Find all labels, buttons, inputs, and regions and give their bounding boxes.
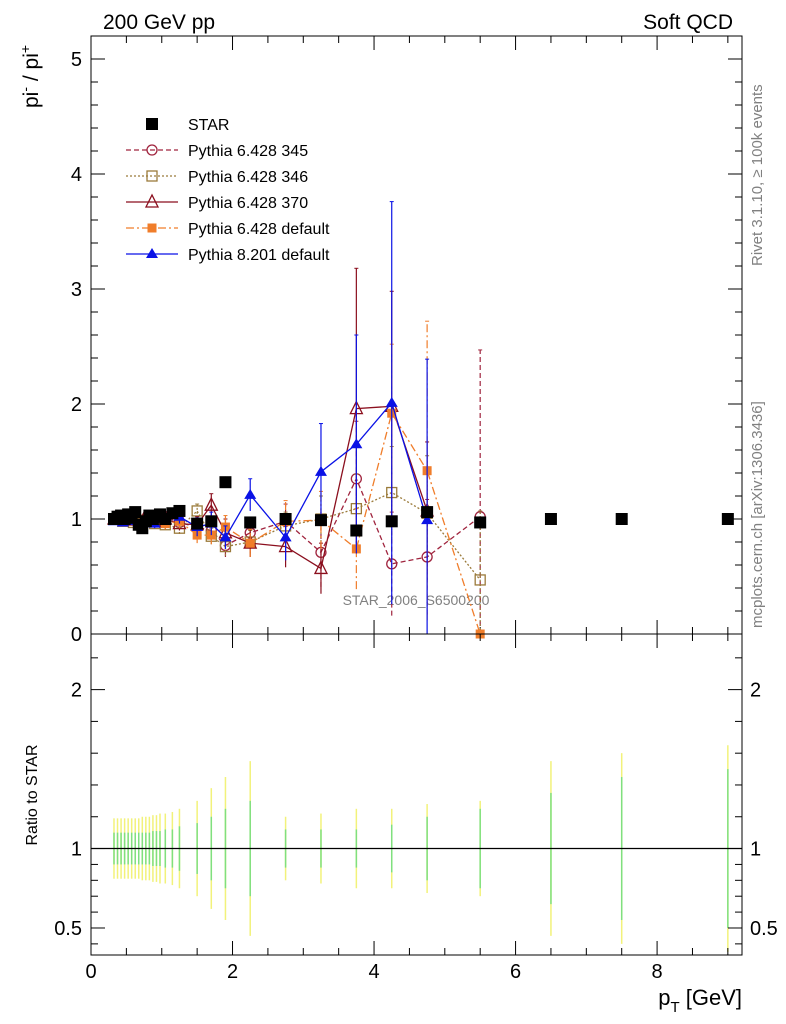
data-point bbox=[173, 504, 186, 517]
legend-label: Pythia 6.428 346 bbox=[188, 169, 308, 186]
main-panel: STAR_2006_S6500200 0 1 2 3 4 5 STAR Pythia 6.4… bbox=[17, 35, 743, 646]
data-point bbox=[385, 515, 398, 528]
legend-marker bbox=[146, 144, 158, 156]
ratio-y-tick-label: 2 bbox=[71, 680, 82, 702]
data-point bbox=[385, 396, 398, 407]
data-point bbox=[129, 506, 142, 519]
ratio-y-axis-label: Ratio to STAR bbox=[24, 744, 41, 845]
main-y-axis-label-sep: / pi bbox=[20, 53, 43, 87]
ratio-x-tick-label: 8 bbox=[652, 961, 663, 983]
data-point bbox=[350, 438, 363, 449]
legend-label: STAR bbox=[188, 117, 229, 134]
legend-label: Pythia 6.428 370 bbox=[188, 195, 308, 212]
ratio-panel-frame bbox=[90, 633, 743, 956]
legend: STAR Pythia 6.428 345 Pythia 6.428 346 Pyth… bbox=[126, 117, 330, 264]
main-y-tick-label: 4 bbox=[71, 164, 82, 186]
data-point bbox=[244, 488, 257, 499]
data-point bbox=[219, 531, 232, 542]
data-point bbox=[244, 516, 257, 529]
data-point bbox=[474, 516, 487, 529]
data-point bbox=[279, 513, 292, 525]
data-point bbox=[721, 513, 734, 525]
main-y-axis-label-pi: pi bbox=[20, 92, 43, 108]
x-axis-label-unit: [GeV] bbox=[680, 985, 742, 1010]
data-point bbox=[421, 506, 434, 519]
series-5 bbox=[107, 201, 434, 634]
ratio-y-tick-label-right: 2 bbox=[750, 680, 761, 702]
ratio-axes: 0 2 4 6 8 0.5 0.5 1 1 2 2 bbox=[54, 634, 778, 983]
legend-label: Pythia 8.201 default bbox=[188, 247, 330, 264]
ratio-panel: 0 2 4 6 8 0.5 0.5 1 1 2 2 Ratio to STAR pT [GeV] bbox=[24, 633, 778, 1016]
main-y-axis-label-plus: + bbox=[17, 45, 33, 53]
x-axis-label: pT [GeV] bbox=[658, 985, 742, 1016]
ratio-x-tick-label: 4 bbox=[368, 961, 379, 983]
data-point bbox=[313, 559, 329, 575]
data-point bbox=[219, 476, 232, 489]
data-point bbox=[314, 465, 327, 476]
header-left-label: 200 GeV pp bbox=[103, 11, 215, 34]
main-y-tick-label: 5 bbox=[71, 49, 82, 71]
legend-marker bbox=[146, 118, 158, 130]
main-y-axis-label: pi- / pi+ bbox=[17, 45, 43, 108]
data-point bbox=[474, 574, 486, 586]
main-series-layer bbox=[106, 201, 734, 639]
data-point bbox=[245, 538, 255, 548]
data-point bbox=[350, 524, 363, 537]
main-y-tick-label: 2 bbox=[71, 394, 82, 416]
series-line bbox=[113, 405, 428, 570]
legend-label: Pythia 6.428 345 bbox=[188, 143, 308, 160]
data-point bbox=[204, 496, 219, 511]
ratio-x-tick-label: 2 bbox=[227, 961, 238, 983]
legend-marker bbox=[147, 223, 157, 233]
main-y-tick-label: 1 bbox=[71, 509, 82, 531]
series-0 bbox=[107, 476, 734, 537]
x-axis-label-p: p bbox=[658, 985, 670, 1010]
legend-label: Pythia 6.428 default bbox=[188, 221, 330, 238]
main-axes: 0 1 2 3 4 5 bbox=[71, 36, 742, 646]
rivet-version-text: Rivet 3.1.10, ≥ 100k events bbox=[749, 84, 766, 266]
main-y-axis-label-minus: - bbox=[17, 87, 33, 92]
data-point bbox=[279, 531, 292, 542]
main-y-tick-label: 3 bbox=[71, 279, 82, 301]
ratio-y-tick-label-right: 0.5 bbox=[750, 918, 778, 940]
ratio-x-tick-label: 6 bbox=[510, 961, 521, 983]
ratio-y-tick-label-right: 1 bbox=[750, 839, 761, 861]
ratio-y-tick-label: 0.5 bbox=[54, 918, 82, 940]
header-right-label: Soft QCD bbox=[643, 11, 733, 34]
data-point bbox=[314, 514, 327, 527]
analysis-watermark: STAR_2006_S6500200 bbox=[343, 592, 490, 608]
ratio-x-tick-label: 0 bbox=[85, 961, 96, 983]
ratio-y-tick-label: 1 bbox=[71, 839, 82, 861]
series-4 bbox=[109, 320, 485, 639]
main-y-tick-label: 0 bbox=[71, 624, 82, 646]
mcplots-reference-text: mcplots.cern.ch [arXiv:1306.3436] bbox=[749, 401, 766, 628]
data-point bbox=[191, 505, 203, 517]
legend-marker bbox=[144, 193, 160, 208]
data-point bbox=[191, 517, 204, 530]
x-axis-label-sub: T bbox=[670, 999, 679, 1016]
legend-marker bbox=[146, 170, 158, 182]
data-point bbox=[205, 515, 218, 528]
legend-marker bbox=[146, 248, 158, 258]
data-point bbox=[544, 513, 557, 525]
data-point bbox=[615, 513, 628, 525]
data-point bbox=[421, 514, 434, 525]
